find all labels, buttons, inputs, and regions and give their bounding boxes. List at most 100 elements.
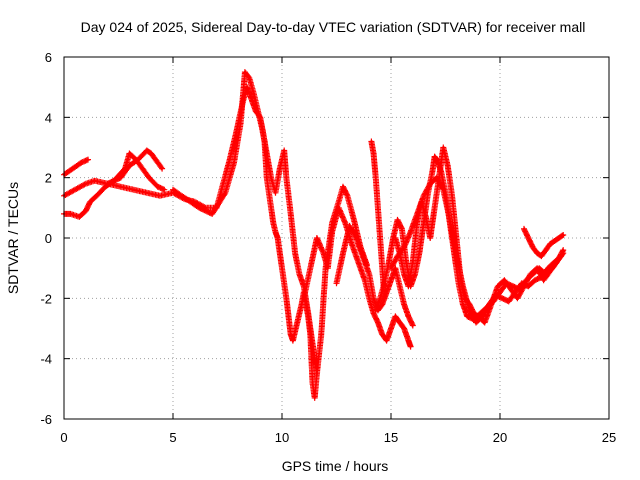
y-tick-label: -2 bbox=[40, 291, 52, 306]
data-point bbox=[285, 297, 288, 300]
series-h bbox=[368, 138, 388, 302]
data-point bbox=[93, 179, 96, 182]
y-tick-label: 2 bbox=[45, 171, 52, 186]
data-point bbox=[407, 339, 410, 342]
data-point bbox=[409, 230, 412, 234]
data-point bbox=[562, 233, 565, 237]
data-point bbox=[433, 206, 436, 210]
data-point bbox=[398, 285, 401, 288]
data-point bbox=[128, 152, 131, 155]
data-point bbox=[474, 321, 478, 324]
series-e-markers bbox=[170, 69, 370, 377]
y-tick-label: -4 bbox=[40, 352, 52, 367]
data-point bbox=[291, 339, 295, 342]
data-point bbox=[509, 288, 513, 291]
data-point bbox=[435, 158, 438, 161]
data-point bbox=[123, 167, 127, 170]
data-point bbox=[529, 273, 532, 276]
data-point bbox=[337, 200, 340, 203]
data-point bbox=[368, 297, 371, 300]
data-point bbox=[548, 269, 552, 273]
x-tick-label: 20 bbox=[493, 430, 507, 445]
data-point bbox=[442, 146, 445, 149]
data-point bbox=[522, 227, 526, 231]
data-point bbox=[269, 206, 273, 210]
data-point bbox=[250, 98, 253, 101]
data-point bbox=[381, 303, 384, 306]
data-point bbox=[278, 251, 282, 255]
data-point bbox=[389, 327, 393, 330]
data-point bbox=[383, 297, 386, 300]
data-point bbox=[315, 236, 319, 240]
data-point bbox=[376, 206, 380, 210]
data-point bbox=[500, 297, 504, 300]
data-point bbox=[544, 248, 547, 252]
data-point bbox=[282, 282, 286, 285]
data-point bbox=[289, 333, 292, 336]
data-point bbox=[350, 242, 353, 246]
x-axis-ticks: 0 5 10 15 20 25 bbox=[60, 57, 616, 445]
data-point bbox=[402, 245, 406, 249]
data-point bbox=[429, 236, 432, 240]
data-point bbox=[553, 239, 556, 243]
data-point bbox=[221, 182, 225, 185]
data-point bbox=[511, 285, 515, 288]
data-point bbox=[326, 266, 329, 270]
data-point bbox=[156, 185, 159, 188]
data-point bbox=[150, 152, 153, 155]
data-point bbox=[490, 303, 493, 306]
data-point bbox=[394, 315, 397, 318]
data-point bbox=[405, 260, 408, 264]
data-point bbox=[483, 321, 486, 324]
data-point bbox=[184, 197, 188, 200]
data-point bbox=[69, 212, 72, 216]
data-point bbox=[134, 158, 138, 161]
data-point bbox=[413, 273, 417, 276]
data-point bbox=[418, 251, 421, 255]
data-point bbox=[261, 128, 264, 131]
data-point bbox=[252, 92, 255, 95]
data-point bbox=[322, 251, 325, 255]
data-point bbox=[498, 291, 502, 294]
data-point bbox=[455, 236, 458, 240]
data-point bbox=[389, 266, 393, 270]
data-point bbox=[112, 179, 116, 182]
data-point bbox=[407, 285, 410, 288]
data-point bbox=[298, 273, 301, 276]
data-point bbox=[293, 251, 297, 255]
data-point bbox=[154, 158, 157, 161]
data-point bbox=[78, 215, 81, 219]
data-point bbox=[372, 312, 375, 315]
data-point bbox=[463, 297, 467, 300]
data-point bbox=[516, 297, 519, 300]
data-point bbox=[363, 279, 367, 282]
data-point bbox=[147, 176, 151, 179]
data-point bbox=[442, 188, 445, 191]
data-point bbox=[311, 342, 314, 345]
series-d bbox=[104, 84, 320, 401]
data-point bbox=[472, 312, 476, 315]
x-tick-label: 5 bbox=[169, 430, 176, 445]
data-point bbox=[450, 194, 454, 197]
data-point bbox=[400, 227, 404, 231]
data-point bbox=[104, 185, 107, 188]
data-point bbox=[496, 285, 500, 288]
data-point bbox=[461, 303, 465, 306]
data-markers bbox=[61, 69, 567, 401]
data-point bbox=[535, 251, 539, 255]
data-point bbox=[398, 321, 401, 324]
chart-title: Day 024 of 2025, Sidereal Day-to-day VTE… bbox=[81, 19, 586, 35]
data-point bbox=[372, 297, 375, 300]
data-point bbox=[348, 224, 351, 228]
data-point bbox=[533, 279, 537, 282]
data-point bbox=[466, 315, 469, 318]
y-axis-label: SDTVAR / TECUs bbox=[5, 182, 21, 294]
data-point bbox=[557, 236, 561, 240]
data-point bbox=[145, 149, 149, 152]
series-c bbox=[61, 150, 168, 220]
series-a-markers bbox=[61, 156, 91, 178]
data-point bbox=[84, 209, 88, 213]
x-tick-label: 25 bbox=[602, 430, 616, 445]
data-point bbox=[374, 309, 377, 312]
data-point bbox=[274, 230, 277, 234]
